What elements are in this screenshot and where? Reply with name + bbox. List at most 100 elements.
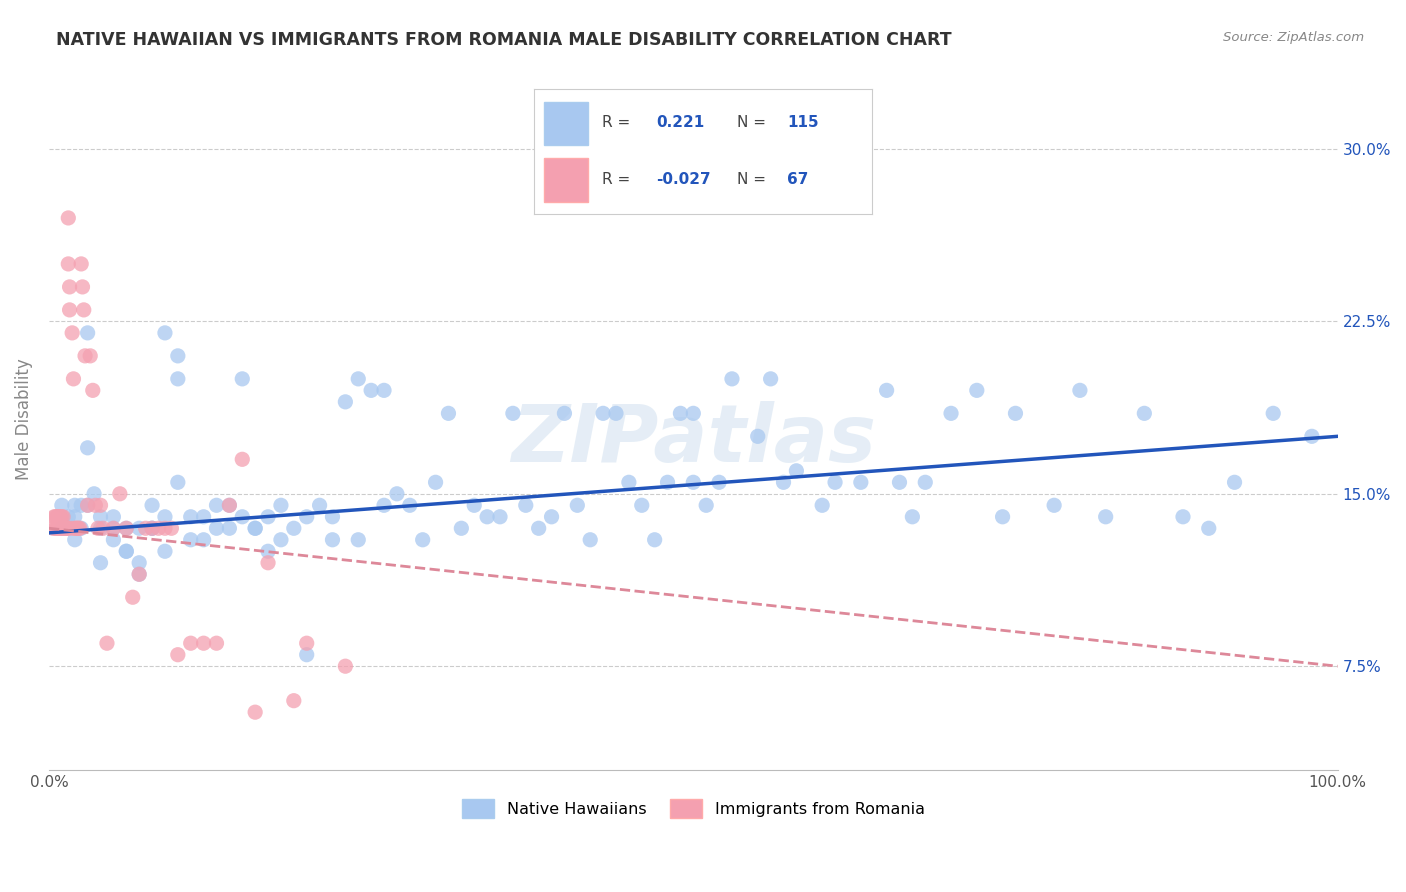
Text: R =: R = bbox=[602, 171, 630, 186]
Point bbox=[553, 406, 575, 420]
Point bbox=[115, 521, 138, 535]
Text: 115: 115 bbox=[787, 115, 818, 130]
Point bbox=[51, 509, 73, 524]
Point bbox=[103, 533, 125, 547]
Point bbox=[308, 498, 330, 512]
Point bbox=[46, 509, 69, 524]
Point bbox=[644, 533, 666, 547]
Point bbox=[914, 475, 936, 490]
FancyBboxPatch shape bbox=[544, 158, 588, 202]
Point bbox=[89, 521, 111, 535]
Point bbox=[257, 556, 280, 570]
Point bbox=[335, 394, 357, 409]
Point bbox=[58, 521, 80, 535]
Text: -0.027: -0.027 bbox=[655, 171, 710, 186]
Point bbox=[51, 521, 73, 535]
Point bbox=[991, 509, 1014, 524]
Point bbox=[1198, 521, 1220, 535]
Point bbox=[592, 406, 614, 420]
Point bbox=[425, 475, 447, 490]
Point bbox=[72, 280, 94, 294]
Point bbox=[135, 521, 157, 535]
Point bbox=[166, 648, 188, 662]
Point bbox=[373, 384, 395, 398]
Point bbox=[901, 509, 924, 524]
Point bbox=[1223, 475, 1246, 490]
Point bbox=[657, 475, 679, 490]
Point bbox=[166, 475, 188, 490]
Point bbox=[412, 533, 434, 547]
Point bbox=[48, 521, 70, 535]
Point bbox=[1004, 406, 1026, 420]
Point bbox=[141, 498, 163, 512]
Point bbox=[128, 521, 150, 535]
Point bbox=[682, 475, 704, 490]
Point bbox=[205, 498, 228, 512]
Point bbox=[44, 509, 66, 524]
Point bbox=[128, 567, 150, 582]
Point bbox=[141, 521, 163, 535]
Point bbox=[295, 648, 318, 662]
Point bbox=[180, 636, 202, 650]
Point bbox=[772, 475, 794, 490]
Point bbox=[56, 521, 79, 535]
Point bbox=[91, 521, 114, 535]
Point bbox=[128, 556, 150, 570]
Point bbox=[682, 406, 704, 420]
Point bbox=[824, 475, 846, 490]
Point bbox=[321, 509, 343, 524]
Point bbox=[70, 498, 93, 512]
Point bbox=[218, 498, 240, 512]
Point bbox=[335, 659, 357, 673]
Point bbox=[180, 533, 202, 547]
Point bbox=[60, 326, 83, 340]
Point bbox=[295, 636, 318, 650]
Point bbox=[527, 521, 550, 535]
Point bbox=[347, 372, 370, 386]
Point bbox=[84, 498, 107, 512]
Point bbox=[837, 153, 859, 168]
Point bbox=[153, 326, 176, 340]
Point bbox=[56, 521, 79, 535]
Point bbox=[373, 498, 395, 512]
Point bbox=[58, 211, 80, 225]
Point bbox=[876, 384, 898, 398]
Point bbox=[108, 487, 131, 501]
Point bbox=[579, 533, 602, 547]
Point bbox=[63, 521, 86, 535]
Point bbox=[966, 384, 988, 398]
Point bbox=[45, 521, 67, 535]
Point bbox=[437, 406, 460, 420]
Point bbox=[567, 498, 589, 512]
Point bbox=[73, 349, 96, 363]
Point bbox=[243, 521, 266, 535]
Point bbox=[58, 509, 80, 524]
Point bbox=[707, 475, 730, 490]
Point bbox=[70, 257, 93, 271]
Point bbox=[321, 533, 343, 547]
Point bbox=[79, 349, 101, 363]
Point bbox=[193, 533, 215, 547]
Text: Source: ZipAtlas.com: Source: ZipAtlas.com bbox=[1223, 31, 1364, 45]
Point bbox=[630, 498, 652, 512]
Point bbox=[747, 429, 769, 443]
Point bbox=[69, 521, 91, 535]
Point bbox=[49, 521, 72, 535]
Point bbox=[166, 349, 188, 363]
Point bbox=[721, 372, 744, 386]
Point bbox=[283, 521, 305, 535]
Point bbox=[489, 509, 512, 524]
Point bbox=[115, 521, 138, 535]
Point bbox=[257, 544, 280, 558]
FancyBboxPatch shape bbox=[544, 102, 588, 145]
Point bbox=[46, 521, 69, 535]
Point bbox=[103, 509, 125, 524]
Point bbox=[231, 452, 253, 467]
Point bbox=[270, 533, 292, 547]
Point bbox=[63, 498, 86, 512]
Point bbox=[141, 521, 163, 535]
Point bbox=[58, 302, 80, 317]
Text: NATIVE HAWAIIAN VS IMMIGRANTS FROM ROMANIA MALE DISABILITY CORRELATION CHART: NATIVE HAWAIIAN VS IMMIGRANTS FROM ROMAN… bbox=[56, 31, 952, 49]
Point bbox=[66, 521, 89, 535]
Point bbox=[82, 384, 104, 398]
